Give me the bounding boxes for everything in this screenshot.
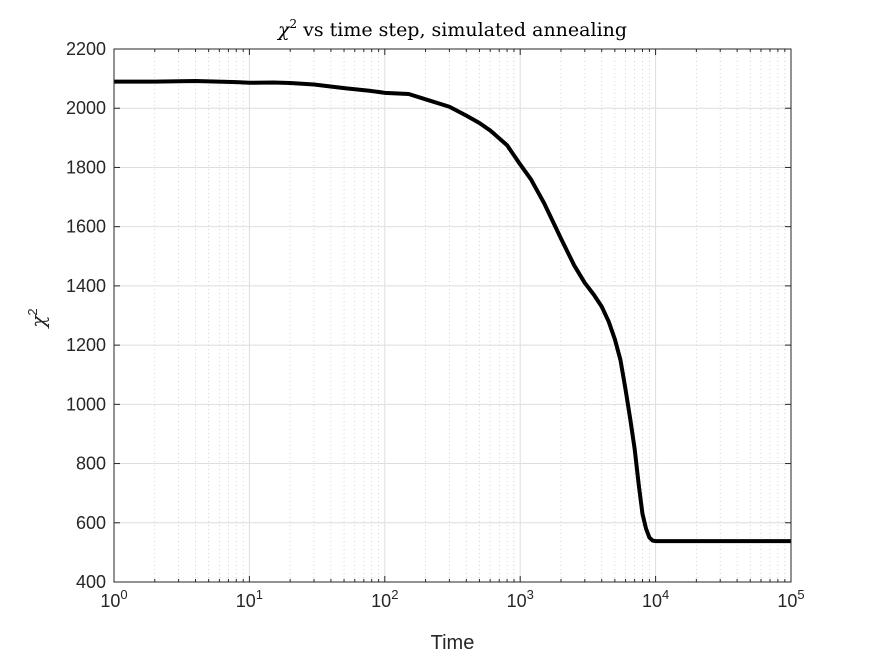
y-tick-label: 1800 bbox=[66, 157, 106, 177]
x-tick-label: 105 bbox=[777, 587, 804, 611]
chart-title: χ2 vs time step, simulated annealing bbox=[276, 17, 627, 41]
svg-text:χ2: χ2 bbox=[25, 308, 50, 329]
x-tick-label: 104 bbox=[642, 587, 669, 611]
x-tick-label: 103 bbox=[507, 587, 534, 611]
y-tick-label: 1000 bbox=[66, 394, 106, 414]
y-tick-label: 400 bbox=[76, 572, 106, 592]
y-tick-label: 800 bbox=[76, 454, 106, 474]
x-tick-label: 102 bbox=[371, 587, 398, 611]
y-tick-label: 2200 bbox=[66, 39, 106, 59]
y-tick-label: 1200 bbox=[66, 335, 106, 355]
x-axis-label: Time bbox=[431, 632, 475, 654]
data-layer bbox=[114, 78, 791, 544]
y-tick-label: 600 bbox=[76, 513, 106, 533]
plot-area bbox=[114, 49, 791, 582]
y-tick-label: 1400 bbox=[66, 276, 106, 296]
axes-box bbox=[113, 48, 792, 583]
y-tick-label: 2000 bbox=[66, 98, 106, 118]
ticks: 100 101 102 103 104 105 400 600 800 1000 1200 1400 1… bbox=[66, 39, 805, 611]
series-line bbox=[114, 78, 791, 544]
x-tick-label: 100 bbox=[100, 587, 127, 611]
grid bbox=[113, 48, 792, 583]
y-tick-label: 1600 bbox=[66, 217, 106, 237]
y-axis-label: χ2 bbox=[25, 308, 50, 329]
x-tick-label: 101 bbox=[236, 587, 263, 611]
